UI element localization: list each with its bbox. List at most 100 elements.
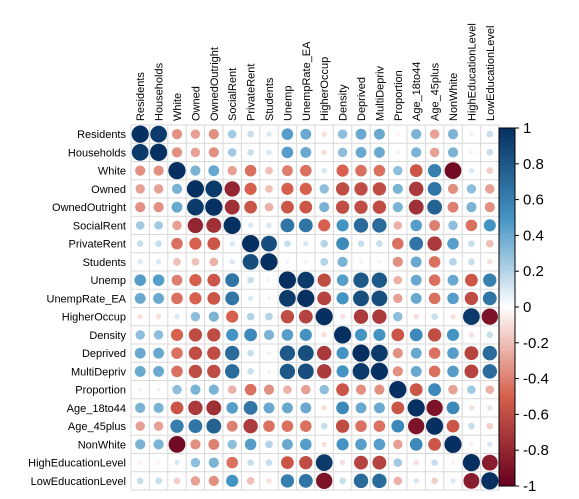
correlation-circle-Age_18to44-White (170, 401, 184, 415)
correlation-circle-SocialRent-White (172, 220, 182, 231)
row-label: Proportion (75, 385, 126, 397)
correlation-circle-Households-HigherOccup (321, 149, 327, 156)
correlation-circle-HighEducationLevel-Age_45plus (431, 459, 438, 466)
correlation-circle-Residents-MultiDepriv (373, 128, 385, 140)
correlation-circle-NonWhite-HigherOccup (321, 441, 327, 448)
correlation-circle-Proportion-OwnedOutright (208, 384, 219, 395)
correlation-circle-Proportion-UnempRate_EA (301, 384, 311, 395)
correlation-circle-Unemp-LowEducationLevel (483, 273, 497, 287)
correlation-circle-UnempRate_EA-Households (153, 292, 165, 304)
correlation-circle-Students-Households (155, 259, 162, 265)
correlation-circle-White-LowEducationLevel (486, 167, 494, 174)
correlation-circle-HighEducationLevel-Residents (138, 460, 143, 465)
row-label: SocialRent (73, 220, 126, 232)
correlation-circle-HighEducationLevel-SocialRent (226, 456, 238, 469)
correlation-circle-MultiDepriv-NonWhite (447, 365, 459, 378)
correlation-circle-UnempRate_EA-White (171, 292, 183, 305)
correlation-circle-Unemp-Density (336, 274, 349, 286)
colorbar-tick-label: 0.4 (523, 227, 544, 244)
correlation-circle-White-Households (153, 165, 164, 176)
correlation-circle-Deprived-PrivateRent (247, 349, 254, 357)
correlation-circle-Households-Unemp (281, 146, 294, 159)
correlation-circle-Proportion-Residents (138, 387, 143, 392)
correlation-circle-MultiDepriv-Density (336, 365, 349, 378)
correlation-circle-NonWhite-Households (153, 439, 164, 450)
correlation-circle-HighEducationLevel-HigherOccup (315, 454, 333, 472)
correlation-circle-MultiDepriv-Age_18to44 (410, 365, 422, 377)
correlation-circle-LowEducationLevel-White (173, 477, 181, 485)
correlation-circle-HigherOccup-Unemp (280, 309, 295, 324)
correlation-circle-LowEducationLevel-Proportion (393, 476, 403, 486)
correlation-circle-White-White (168, 162, 186, 180)
correlation-circle-White-SocialRent (227, 165, 237, 176)
correlation-circle-Owned-Density (335, 182, 350, 196)
colorbar-tick-label: 0 (523, 299, 531, 316)
correlation-circle-PrivateRent-Age_45plus (427, 236, 442, 251)
correlation-circle-Density-OwnedOutright (207, 328, 221, 342)
correlation-circle-Students-Owned (191, 258, 200, 266)
correlation-circle-HigherOccup-PrivateRent (246, 312, 255, 321)
correlation-circle-UnempRate_EA-HighEducationLevel (464, 291, 479, 306)
column-label: UnempRate_EA (301, 41, 313, 121)
correlation-circle-PrivateRent-HigherOccup (320, 239, 329, 248)
correlation-circle-HigherOccup-NonWhite (450, 313, 456, 320)
correlation-circle-MultiDepriv-HighEducationLevel (464, 364, 479, 379)
correlation-circle-PrivateRent-Unemp (284, 240, 291, 247)
correlation-circle-OwnedOutright-Deprived (354, 200, 368, 214)
correlation-circle-Students-White (173, 258, 181, 266)
correlation-circle-LowEducationLevel-Deprived (353, 473, 369, 489)
correlation-circle-Deprived-Proportion (392, 348, 403, 359)
correlation-circle-HigherOccup-MultiDepriv (372, 309, 387, 324)
grid (130, 124, 500, 491)
correlation-circle-OwnedOutright-Unemp (281, 200, 294, 214)
correlation-circle-Residents-Proportion (395, 132, 400, 137)
correlation-circle-Students-Density (337, 256, 348, 267)
correlation-circle-NonWhite-Residents (135, 439, 146, 450)
correlation-circle-White-PrivateRent (244, 164, 257, 177)
correlation-circle-Residents-LowEducationLevel (486, 130, 494, 138)
correlation-circle-UnempRate_EA-Students (267, 296, 271, 301)
correlation-circle-HighEducationLevel-HighEducationLevel (462, 454, 480, 472)
correlation-circle-White-Age_45plus (427, 163, 442, 178)
correlation-circle-PrivateRent-LowEducationLevel (485, 239, 494, 248)
correlation-circle-UnempRate_EA-Proportion (393, 293, 403, 304)
correlation-circle-Density-PrivateRent (244, 328, 257, 342)
correlation-circle-UnempRate_EA-UnempRate_EA (297, 289, 315, 307)
correlation-circle-OwnedOutright-Students (264, 202, 274, 212)
correlation-circle-OwnedOutright-OwnedOutright (205, 198, 223, 216)
correlation-circle-HighEducationLevel-Age_18to44 (413, 459, 419, 466)
correlation-circle-OwnedOutright-Households (153, 202, 164, 213)
correlation-circle-SocialRent-MultiDepriv (372, 218, 387, 233)
correlation-circle-Residents-Students (266, 131, 272, 137)
correlation-circle-Proportion-Deprived (355, 384, 367, 395)
correlation-circle-White-Deprived (355, 164, 367, 177)
row-label: White (98, 166, 126, 178)
correlation-circle-Households-Age_45plus (429, 147, 440, 158)
correlation-circle-Owned-Deprived (354, 182, 368, 196)
correlation-circle-Unemp-Owned (189, 274, 202, 287)
correlation-circle-UnempRate_EA-Owned (189, 292, 202, 305)
correlation-circle-OwnedOutright-Density (335, 200, 350, 214)
correlation-circle-Density-HighEducationLevel (468, 332, 475, 338)
column-label: Deprived (356, 77, 368, 121)
column-label: SocialRent (227, 68, 239, 121)
correlation-circle-Owned-SocialRent (224, 181, 240, 197)
correlation-circle-UnempRate_EA-Density (336, 292, 349, 305)
correlation-circle-Age_45plus-NonWhite (446, 419, 460, 433)
colorbar-tick-label: -0.8 (523, 442, 549, 459)
row-labels: Residents Households White Owned OwnedOutrig… (28, 129, 127, 488)
correlation-circle-OwnedOutright-UnempRate_EA (299, 200, 313, 214)
correlation-circle-Students-SocialRent (229, 259, 235, 265)
correlation-circle-Density-Age_45plus (427, 328, 442, 342)
correlation-circle-HigherOccup-Age_18to44 (413, 313, 419, 320)
correlation-circle-White-Unemp (281, 165, 293, 177)
correlation-circle-Age_45plus-OwnedOutright (206, 418, 222, 434)
correlation-circle-Proportion-LowEducationLevel (485, 385, 495, 394)
correlation-circle-MultiDepriv-MultiDepriv (370, 362, 388, 380)
correlation-circle-NonWhite-Students (265, 440, 273, 449)
correlation-circle-Unemp-UnempRate_EA (297, 271, 315, 289)
correlation-circle-Owned-HigherOccup (319, 184, 329, 194)
correlation-circle-Students-Residents (137, 259, 143, 265)
correlation-circle-Deprived-LowEducationLevel (482, 345, 497, 361)
correlation-circle-Unemp-Proportion (393, 275, 403, 285)
